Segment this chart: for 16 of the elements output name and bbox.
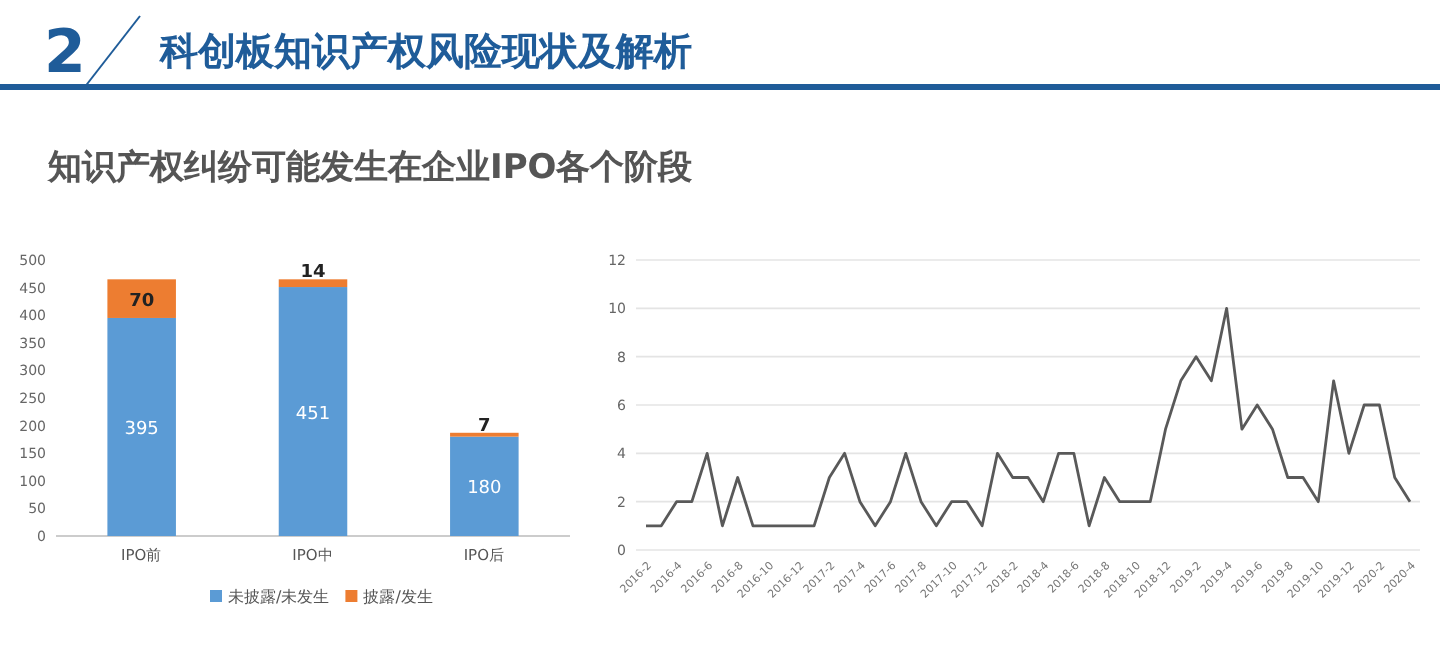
- legend-label: 披露/发生: [363, 588, 433, 606]
- data-label: 14: [300, 263, 326, 284]
- bar: [278, 279, 348, 288]
- bar: [107, 317, 176, 536]
- data-label: 70: [129, 291, 155, 312]
- chart-title: 知识产权纠纷可能发生在企业IPO各个阶段: [46, 148, 695, 188]
- text: 科创板知识产权风险现状及解析: [158, 30, 692, 74]
- legend-label: 未披露/未发生: [228, 588, 330, 606]
- line-series: [644, 306, 1412, 528]
- data-label: 7: [478, 416, 491, 437]
- bar: [450, 436, 519, 536]
- data-label: 395: [124, 419, 159, 440]
- data-label: 451: [295, 404, 331, 425]
- data-label: 180: [467, 479, 503, 500]
- bar: [107, 279, 176, 318]
- bar: [278, 287, 348, 536]
